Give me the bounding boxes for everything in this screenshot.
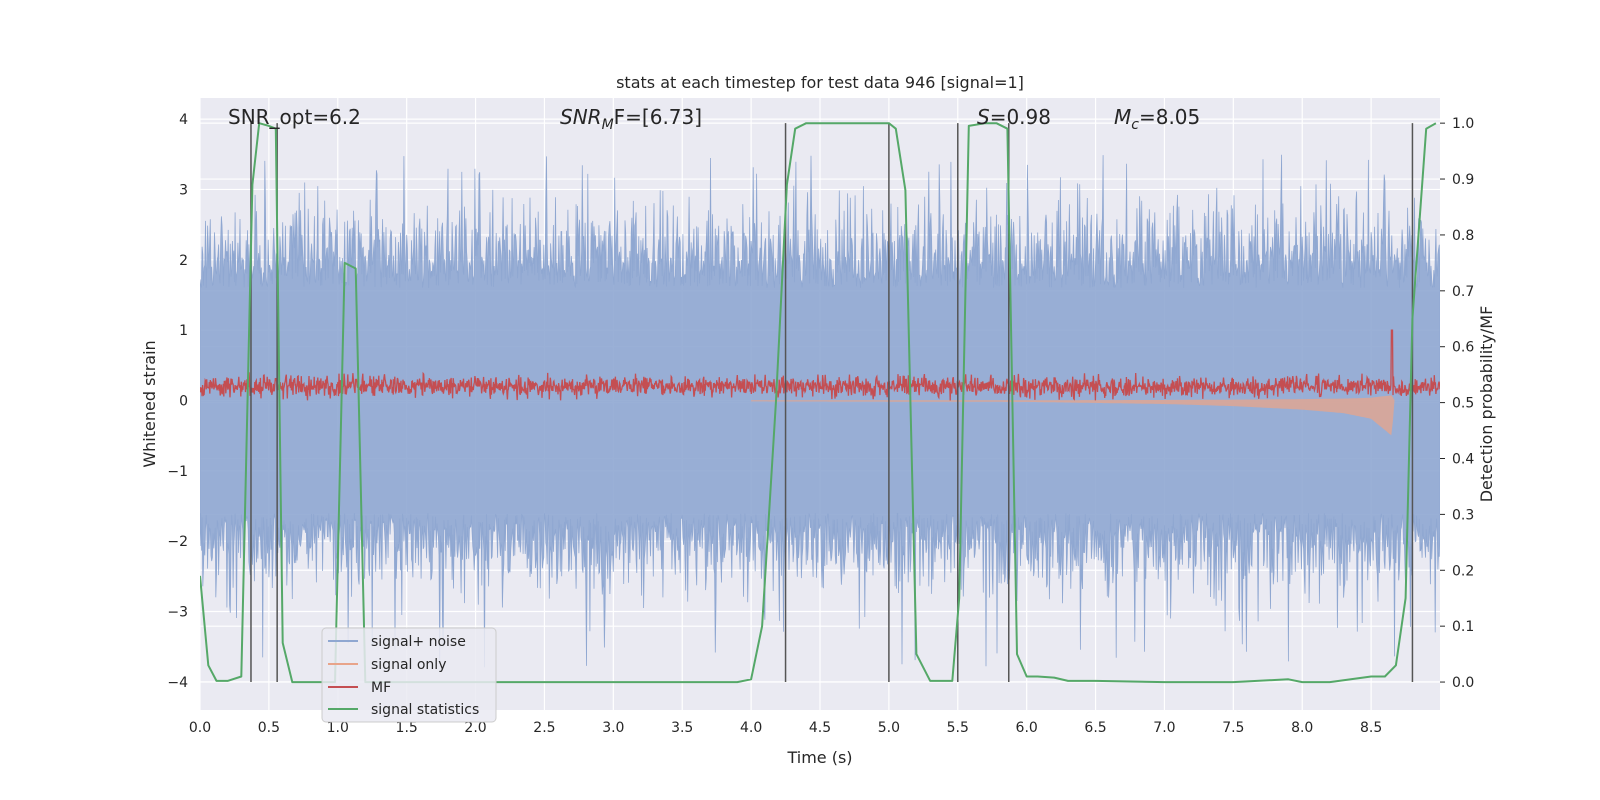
x-tick-label: 7.0	[1153, 720, 1175, 736]
y-axis-title: Whitened strain	[140, 340, 159, 467]
x-axis-title: Time (s)	[786, 748, 852, 767]
legend-label-statistics: signal statistics	[371, 702, 479, 718]
legend: signal+ noise signal only MF signal stat…	[321, 627, 497, 723]
mf-line	[200, 329, 1440, 401]
x-tick-label: 8.0	[1291, 720, 1313, 736]
y-tick-label: 3	[179, 182, 188, 198]
x-tick-label: 6.0	[1016, 720, 1038, 736]
x-tick-label: 0.0	[189, 720, 211, 736]
x-tick-label: 4.5	[809, 720, 831, 736]
annotation-mc: Mc=8.05	[1114, 105, 1200, 133]
legend-item-signal-noise: signal+ noise	[328, 634, 466, 650]
legend-label-mf: MF	[371, 680, 391, 696]
signal-noise-line	[200, 154, 1440, 668]
x-tick-label: 5.5	[947, 720, 969, 736]
legend-box	[321, 627, 497, 723]
x-tick-label: 2.5	[533, 720, 555, 736]
y2-tick-label: 0.1	[1452, 619, 1474, 635]
snr-mf-rest: F=[6.73]	[614, 105, 702, 129]
x-tick-label: 5.0	[878, 720, 900, 736]
legend-label-signal-noise: signal+ noise	[371, 634, 466, 650]
annotation-s: S=0.98	[977, 105, 1051, 129]
x-tick-label: 2.0	[464, 720, 486, 736]
y2-tick-label: 1.0	[1452, 116, 1474, 132]
mc-sub: c	[1131, 117, 1139, 133]
x-tick-label: 1.0	[327, 720, 349, 736]
x-tick-label: 0.5	[258, 720, 280, 736]
y-tick-label: 0	[179, 393, 188, 409]
y2-tick-label: 0.3	[1452, 507, 1474, 523]
y2-tick-label: 0.8	[1452, 228, 1474, 244]
legend-item-statistics: signal statistics	[328, 702, 479, 718]
statistics-line	[200, 122, 1437, 684]
snr-mf-sub: M	[602, 117, 614, 133]
y2-tick-label: 0.5	[1452, 396, 1474, 412]
y2-tick-label: 0.6	[1452, 340, 1474, 356]
y2-tick-label: 0.2	[1452, 563, 1474, 579]
legend-label-signal-only: signal only	[371, 657, 446, 673]
y-tick-label: −1	[167, 464, 188, 480]
plot-area	[200, 122, 1440, 684]
y-tick-label: 2	[179, 253, 188, 269]
snr-mf-main: SNR	[560, 105, 602, 129]
legend-item-signal-only: signal only	[328, 657, 446, 673]
mc-main: M	[1114, 105, 1131, 129]
signal-only-line	[751, 395, 1395, 436]
y2-axis-title: Detection probability/MF	[1477, 306, 1496, 503]
y-tick-label: −4	[167, 675, 188, 691]
y-tick-label: 4	[179, 112, 188, 128]
y2-tick-label: 0.0	[1452, 675, 1474, 691]
y-axis-ticks: 4 3 2 1 0 −1 −2 −3 −4	[167, 112, 188, 691]
signal-only-series	[751, 395, 1395, 436]
x-tick-label: 4.0	[740, 720, 762, 736]
y-tick-label: 1	[179, 323, 188, 339]
x-tick-label: 7.5	[1222, 720, 1244, 736]
annotation-snr-mf: SNRMF=[6.73]	[560, 105, 702, 133]
x-tick-label: 3.0	[602, 720, 624, 736]
y-tick-label: −2	[167, 534, 188, 550]
x-axis-ticks: 0.0 0.5 1.0 1.5 2.0 2.5 3.0 3.5 4.0 4.5 5.0 5.5 6.0 6…	[189, 720, 1382, 736]
legend-item-mf: MF	[328, 680, 391, 696]
signal-noise-series	[200, 154, 1440, 668]
y2-tick-label: 0.7	[1452, 284, 1474, 300]
s-main: S	[977, 105, 990, 129]
x-tick-label: 8.5	[1360, 720, 1382, 736]
y2-tick-label: 0.4	[1452, 451, 1474, 467]
mf-series	[200, 329, 1440, 401]
statistics-series	[200, 122, 1437, 684]
chart-title: stats at each timestep for test data 946…	[616, 73, 1024, 92]
mc-rest: =8.05	[1139, 105, 1200, 129]
x-tick-label: 1.5	[396, 720, 418, 736]
y-tick-label: −3	[167, 605, 188, 621]
s-rest: =0.98	[990, 105, 1051, 129]
y2-axis-ticks: 1.0 0.9 0.8 0.7 0.6 0.5 0.4 0.3 0.2 0.1 0.0	[1440, 116, 1474, 691]
y2-tick-label: 0.9	[1452, 172, 1474, 188]
x-tick-label: 3.5	[671, 720, 693, 736]
x-tick-label: 6.5	[1084, 720, 1106, 736]
annotation-snr-opt: SNR_opt=6.2	[228, 105, 361, 129]
